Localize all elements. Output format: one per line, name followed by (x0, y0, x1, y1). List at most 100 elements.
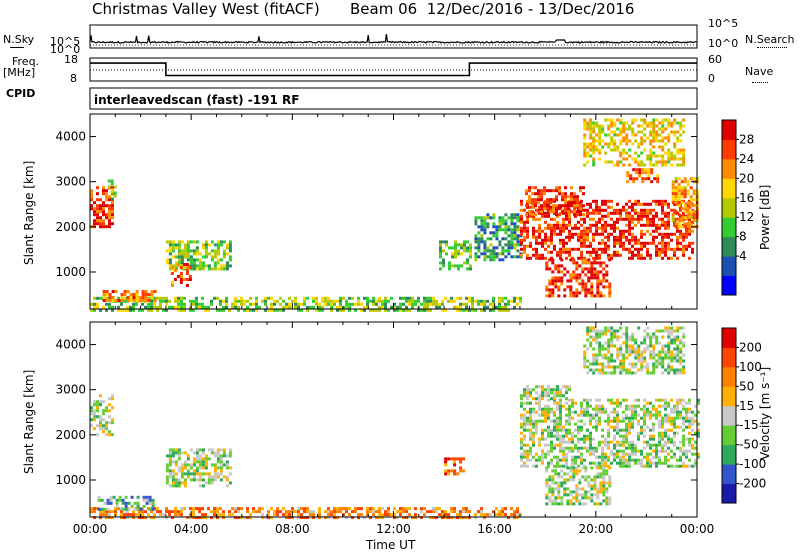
power-cell (474, 222, 478, 226)
power-cell (318, 305, 321, 309)
power-cell (622, 241, 625, 245)
power-cell (528, 189, 531, 193)
velocity-cell (607, 446, 610, 450)
velocity-cell (219, 478, 223, 482)
power-cell (652, 199, 655, 203)
velocity-cell (369, 516, 372, 520)
power-cell (267, 308, 270, 312)
power-cell (537, 195, 540, 199)
velocity-cell (643, 338, 647, 342)
power-cell (576, 201, 579, 205)
velocity-cell (637, 353, 641, 357)
power-cell (589, 226, 592, 230)
power-cell (598, 208, 601, 212)
power-cell (616, 145, 620, 149)
velocity-cell (309, 513, 312, 517)
velocity-cell (602, 478, 606, 482)
power-cell (658, 223, 661, 227)
velocity-cell (605, 481, 609, 485)
power-cell (523, 235, 526, 239)
power-cell (402, 302, 405, 306)
power-cell (451, 252, 454, 256)
velocity-cell (180, 469, 184, 473)
power-cell (555, 207, 558, 211)
power-cell (255, 308, 258, 312)
power-cell (390, 305, 393, 309)
power-cell (405, 308, 408, 312)
velocity-cell (520, 455, 523, 459)
power-cell (171, 305, 174, 309)
velocity-cell (498, 513, 501, 517)
velocity-cell (670, 350, 674, 354)
velocity-cell (111, 406, 114, 410)
velocity-cell (604, 332, 608, 336)
power-cell (204, 308, 207, 312)
power-cell (596, 285, 600, 289)
velocity-cell (652, 455, 655, 459)
power-cell (586, 214, 589, 218)
power-cell (174, 246, 178, 250)
velocity-cell (336, 510, 339, 514)
power-cell (575, 279, 579, 283)
velocity-cell (550, 431, 553, 435)
power-cell (570, 210, 573, 214)
power-cell (605, 285, 609, 289)
power-cell (570, 186, 573, 190)
power-cell (96, 305, 99, 309)
velocity-cell (465, 507, 468, 511)
velocity-cell (219, 472, 223, 476)
velocity-cell (598, 464, 601, 468)
velocity-cell (602, 499, 606, 503)
power-cell (170, 272, 174, 275)
velocity-cell (599, 475, 603, 479)
power-cell (595, 232, 598, 236)
power-cell (589, 124, 593, 128)
velocity-cell (225, 454, 229, 458)
velocity-cell (596, 490, 600, 494)
power-cell (661, 121, 665, 125)
power-cell (126, 305, 129, 309)
power-cell (315, 302, 318, 306)
velocity-cell (640, 356, 644, 360)
velocity-cell (640, 431, 643, 435)
velocity-cell (583, 356, 587, 360)
velocity-cell (538, 437, 541, 441)
velocity-cell (643, 410, 646, 414)
power-cell (510, 243, 514, 247)
velocity-cell (572, 469, 576, 473)
power-cell (222, 249, 226, 253)
velocity-cell (625, 458, 628, 462)
power-cell (273, 302, 276, 306)
velocity-cell (577, 455, 580, 459)
velocity-cell (583, 422, 586, 426)
velocity-cell (688, 437, 691, 441)
power-cell (195, 296, 198, 300)
power-cell (195, 252, 199, 256)
power-cell (607, 223, 610, 227)
velocity-cell (565, 428, 568, 432)
power-cell (378, 305, 381, 309)
power-cell (495, 252, 499, 256)
velocity-cell (557, 502, 561, 506)
power-cell (213, 264, 217, 268)
power-cell (507, 243, 511, 247)
velocity-cell (501, 507, 504, 511)
velocity-cell (676, 464, 679, 468)
velocity-cell (605, 496, 609, 500)
power-cell (638, 168, 642, 172)
power-cell (339, 302, 342, 306)
velocity-cell (640, 461, 643, 465)
velocity-cell (429, 516, 432, 520)
power-cell (592, 208, 595, 212)
power-cell (228, 246, 232, 250)
power-cell (661, 124, 665, 128)
velocity-cell (577, 464, 580, 468)
velocity-cell (435, 507, 438, 511)
velocity-cell (676, 401, 679, 405)
power-cell (692, 198, 696, 202)
power-cell (168, 240, 172, 244)
power-cell (626, 171, 630, 175)
velocity-cell (378, 516, 381, 520)
power-cell (689, 222, 693, 226)
power-cell (454, 252, 457, 256)
